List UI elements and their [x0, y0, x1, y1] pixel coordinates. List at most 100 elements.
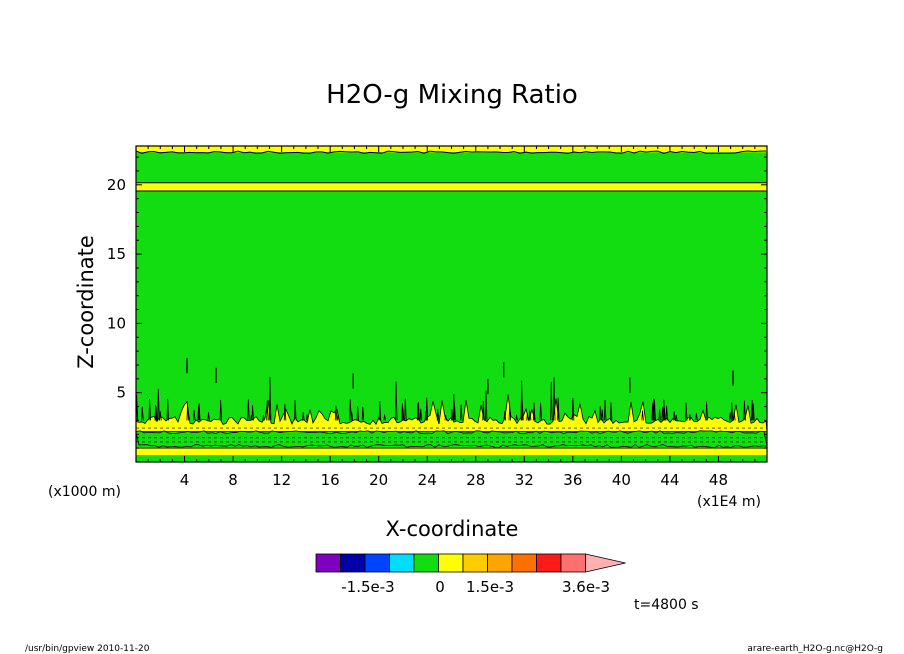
y-tick-label: 15: [107, 245, 126, 263]
plume: [533, 402, 536, 421]
plume: [444, 415, 447, 421]
plume: [404, 398, 407, 421]
legend-swatch: [315, 553, 341, 573]
x-axis-label: X-coordinate: [386, 517, 519, 541]
x-tick-label: 4: [180, 471, 190, 489]
plume: [395, 381, 398, 421]
top-contour: [135, 150, 767, 155]
plume: [743, 400, 746, 421]
y-axis-label: Z-coordinate: [74, 235, 98, 369]
plume: [148, 399, 151, 421]
plume: [302, 412, 305, 421]
plume: [383, 414, 386, 421]
upper-band: [136, 182, 767, 192]
plume: [733, 412, 736, 421]
plume: [688, 414, 692, 421]
plume: [268, 377, 272, 421]
plume: [157, 388, 160, 421]
plume: [685, 402, 688, 421]
x-tick-label: 36: [563, 471, 582, 489]
plume: [520, 380, 524, 421]
plume: [705, 401, 708, 421]
footer-left: /usr/bin/gpview 2010-11-20: [25, 644, 150, 654]
legend-labels: -1.5e-3 0 1.5e-3 3.6e-3: [341, 578, 610, 596]
legend-swatch: [364, 553, 390, 573]
footer-right: arare-earth_H2O-g.nc@H2O-g: [747, 644, 883, 654]
x-tick-label: 8: [228, 471, 238, 489]
plume: [452, 393, 456, 421]
legend-swatch: [340, 553, 366, 573]
time-label: t=4800 s: [634, 597, 699, 613]
chart-title: H2O-g Mixing Ratio: [326, 80, 578, 110]
legend-swatch: [487, 553, 513, 573]
x-unit-label: (x1E4 m): [697, 494, 761, 510]
legend-swatch: [438, 553, 464, 573]
plume: [550, 382, 553, 421]
plume: [729, 412, 732, 421]
legend-label: 1.5e-3: [466, 578, 514, 596]
plume: [425, 397, 429, 421]
legend-label: 3.6e-3: [562, 578, 610, 596]
legend-swatch: [560, 553, 586, 573]
plume: [665, 405, 669, 421]
plume: [251, 405, 254, 421]
plume: [424, 411, 428, 421]
plume: [417, 402, 420, 421]
plume: [675, 414, 678, 421]
plume: [247, 399, 250, 421]
plume: [306, 414, 309, 421]
plume: [336, 413, 340, 421]
plume: [460, 404, 463, 421]
plume: [450, 409, 454, 421]
plume: [661, 407, 664, 421]
plume: [752, 403, 755, 421]
plume: [266, 400, 269, 421]
lower-green-strip: [135, 430, 768, 448]
legend-swatch: [511, 553, 537, 573]
plume: [186, 405, 189, 421]
plume: [673, 411, 676, 421]
x-tick-label: 12: [272, 471, 291, 489]
plume: [401, 403, 404, 421]
y-tick-label: 10: [107, 314, 126, 332]
legend-swatch: [536, 553, 562, 573]
plume: [508, 405, 512, 421]
plot-area: [135, 146, 768, 462]
plume: [436, 409, 440, 421]
plume: [262, 415, 265, 421]
plume: [503, 411, 507, 421]
x-tick-label: 32: [515, 471, 534, 489]
plume: [294, 400, 297, 421]
legend-swatch: [413, 553, 439, 573]
plume: [361, 406, 365, 421]
plume: [695, 413, 698, 421]
plume: [599, 406, 602, 421]
x-tick-label: 40: [612, 471, 631, 489]
plume: [198, 403, 201, 421]
plume: [334, 405, 338, 421]
plume: [601, 409, 604, 421]
x-tick-label: 16: [321, 471, 340, 489]
y-tick-label: 20: [107, 176, 126, 194]
plume: [651, 402, 654, 421]
plume: [349, 399, 352, 421]
x-tick-label: 48: [709, 471, 728, 489]
plot-frame: [135, 145, 768, 463]
plume: [416, 403, 420, 421]
plume: [419, 408, 423, 421]
plume: [207, 412, 210, 421]
plume: [155, 406, 158, 421]
plume: [159, 411, 162, 421]
plume: [553, 377, 556, 421]
plume: [193, 410, 196, 421]
plume: [166, 398, 170, 421]
plume: [219, 399, 223, 421]
bottom-band: [136, 448, 767, 456]
top-band: [136, 146, 767, 153]
y-ticks: 5 10 15 20: [107, 176, 126, 402]
legend-swatch: [462, 553, 488, 573]
plume: [653, 398, 656, 421]
plume: [356, 406, 360, 421]
color-legend: [315, 553, 626, 573]
